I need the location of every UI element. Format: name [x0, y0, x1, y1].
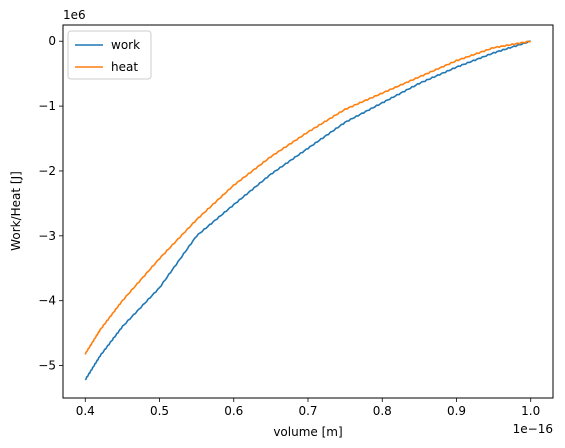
y-tick-label: −1 [38, 99, 56, 113]
series-line-work [84, 40, 531, 381]
y-tick-label: −2 [38, 164, 56, 178]
legend-heat-label: heat [111, 60, 138, 74]
legend: work heat [67, 30, 152, 80]
x-tick-label: 0.7 [298, 404, 317, 418]
series-layer [84, 40, 531, 381]
legend-work-label: work [111, 38, 140, 52]
x-tick-label: 0.8 [373, 404, 392, 418]
y-offset-label: 1e6 [63, 8, 86, 22]
y-tick-label: −3 [38, 229, 56, 243]
x-tick-label: 0.9 [447, 404, 466, 418]
y-tick-label: 0 [48, 34, 56, 48]
y-axis-ticks: 0 −1 −2 −3 −4 −5 [38, 34, 63, 373]
x-axis-ticks: 0.4 0.5 0.6 0.7 0.8 0.9 1.0 [76, 398, 540, 418]
y-tick-label: −5 [38, 359, 56, 373]
y-axis-label: Work/Heat [J] [9, 171, 23, 251]
series-line-heat [84, 40, 531, 355]
x-tick-label: 0.6 [224, 404, 243, 418]
y-tick-label: −4 [38, 294, 56, 308]
x-tick-label: 0.5 [150, 404, 169, 418]
x-tick-label: 1.0 [521, 404, 540, 418]
x-offset-label: 1e−16 [513, 422, 553, 436]
x-tick-label: 0.4 [76, 404, 95, 418]
x-axis-label: volume [m] [273, 425, 342, 439]
